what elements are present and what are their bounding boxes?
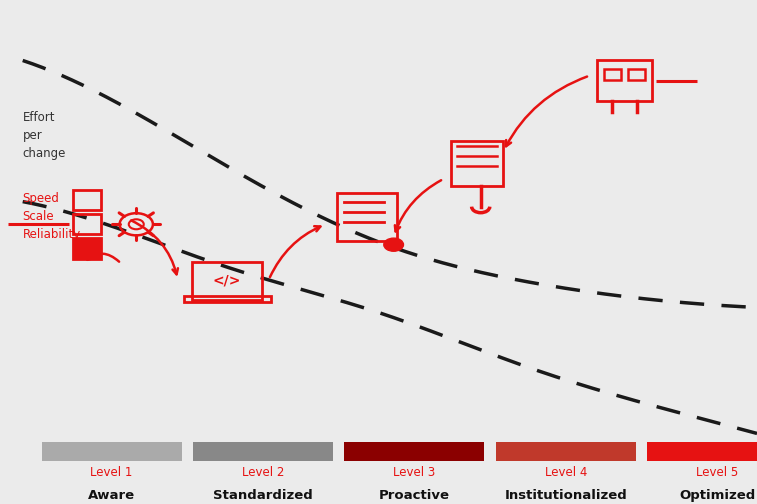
Text: Optimized: Optimized: [679, 489, 755, 502]
Bar: [42, 442, 182, 461]
Bar: [73, 190, 101, 210]
Text: Aware: Aware: [88, 489, 136, 502]
Bar: [628, 69, 645, 80]
Text: Proactive: Proactive: [379, 489, 450, 502]
Bar: [344, 442, 484, 461]
Bar: [451, 141, 503, 186]
Text: Level 4: Level 4: [545, 466, 587, 479]
Bar: [183, 296, 271, 302]
Text: Level 5: Level 5: [696, 466, 738, 479]
Bar: [647, 442, 757, 461]
Text: Level 1: Level 1: [91, 466, 132, 479]
Bar: [597, 60, 652, 101]
Text: Level 3: Level 3: [394, 466, 435, 479]
Text: Effort
per
change: Effort per change: [23, 111, 66, 160]
Text: </>: </>: [213, 274, 241, 288]
Bar: [496, 442, 636, 461]
Text: Standardized: Standardized: [213, 489, 313, 502]
Bar: [337, 193, 397, 240]
Circle shape: [384, 238, 403, 251]
Bar: [193, 442, 333, 461]
Text: Institutionalized: Institutionalized: [504, 489, 628, 502]
Bar: [73, 238, 101, 259]
Text: Level 2: Level 2: [242, 466, 284, 479]
Text: Speed
Scale
Reliability: Speed Scale Reliability: [23, 192, 81, 240]
Bar: [192, 262, 262, 300]
Bar: [604, 69, 621, 80]
Bar: [73, 214, 101, 234]
